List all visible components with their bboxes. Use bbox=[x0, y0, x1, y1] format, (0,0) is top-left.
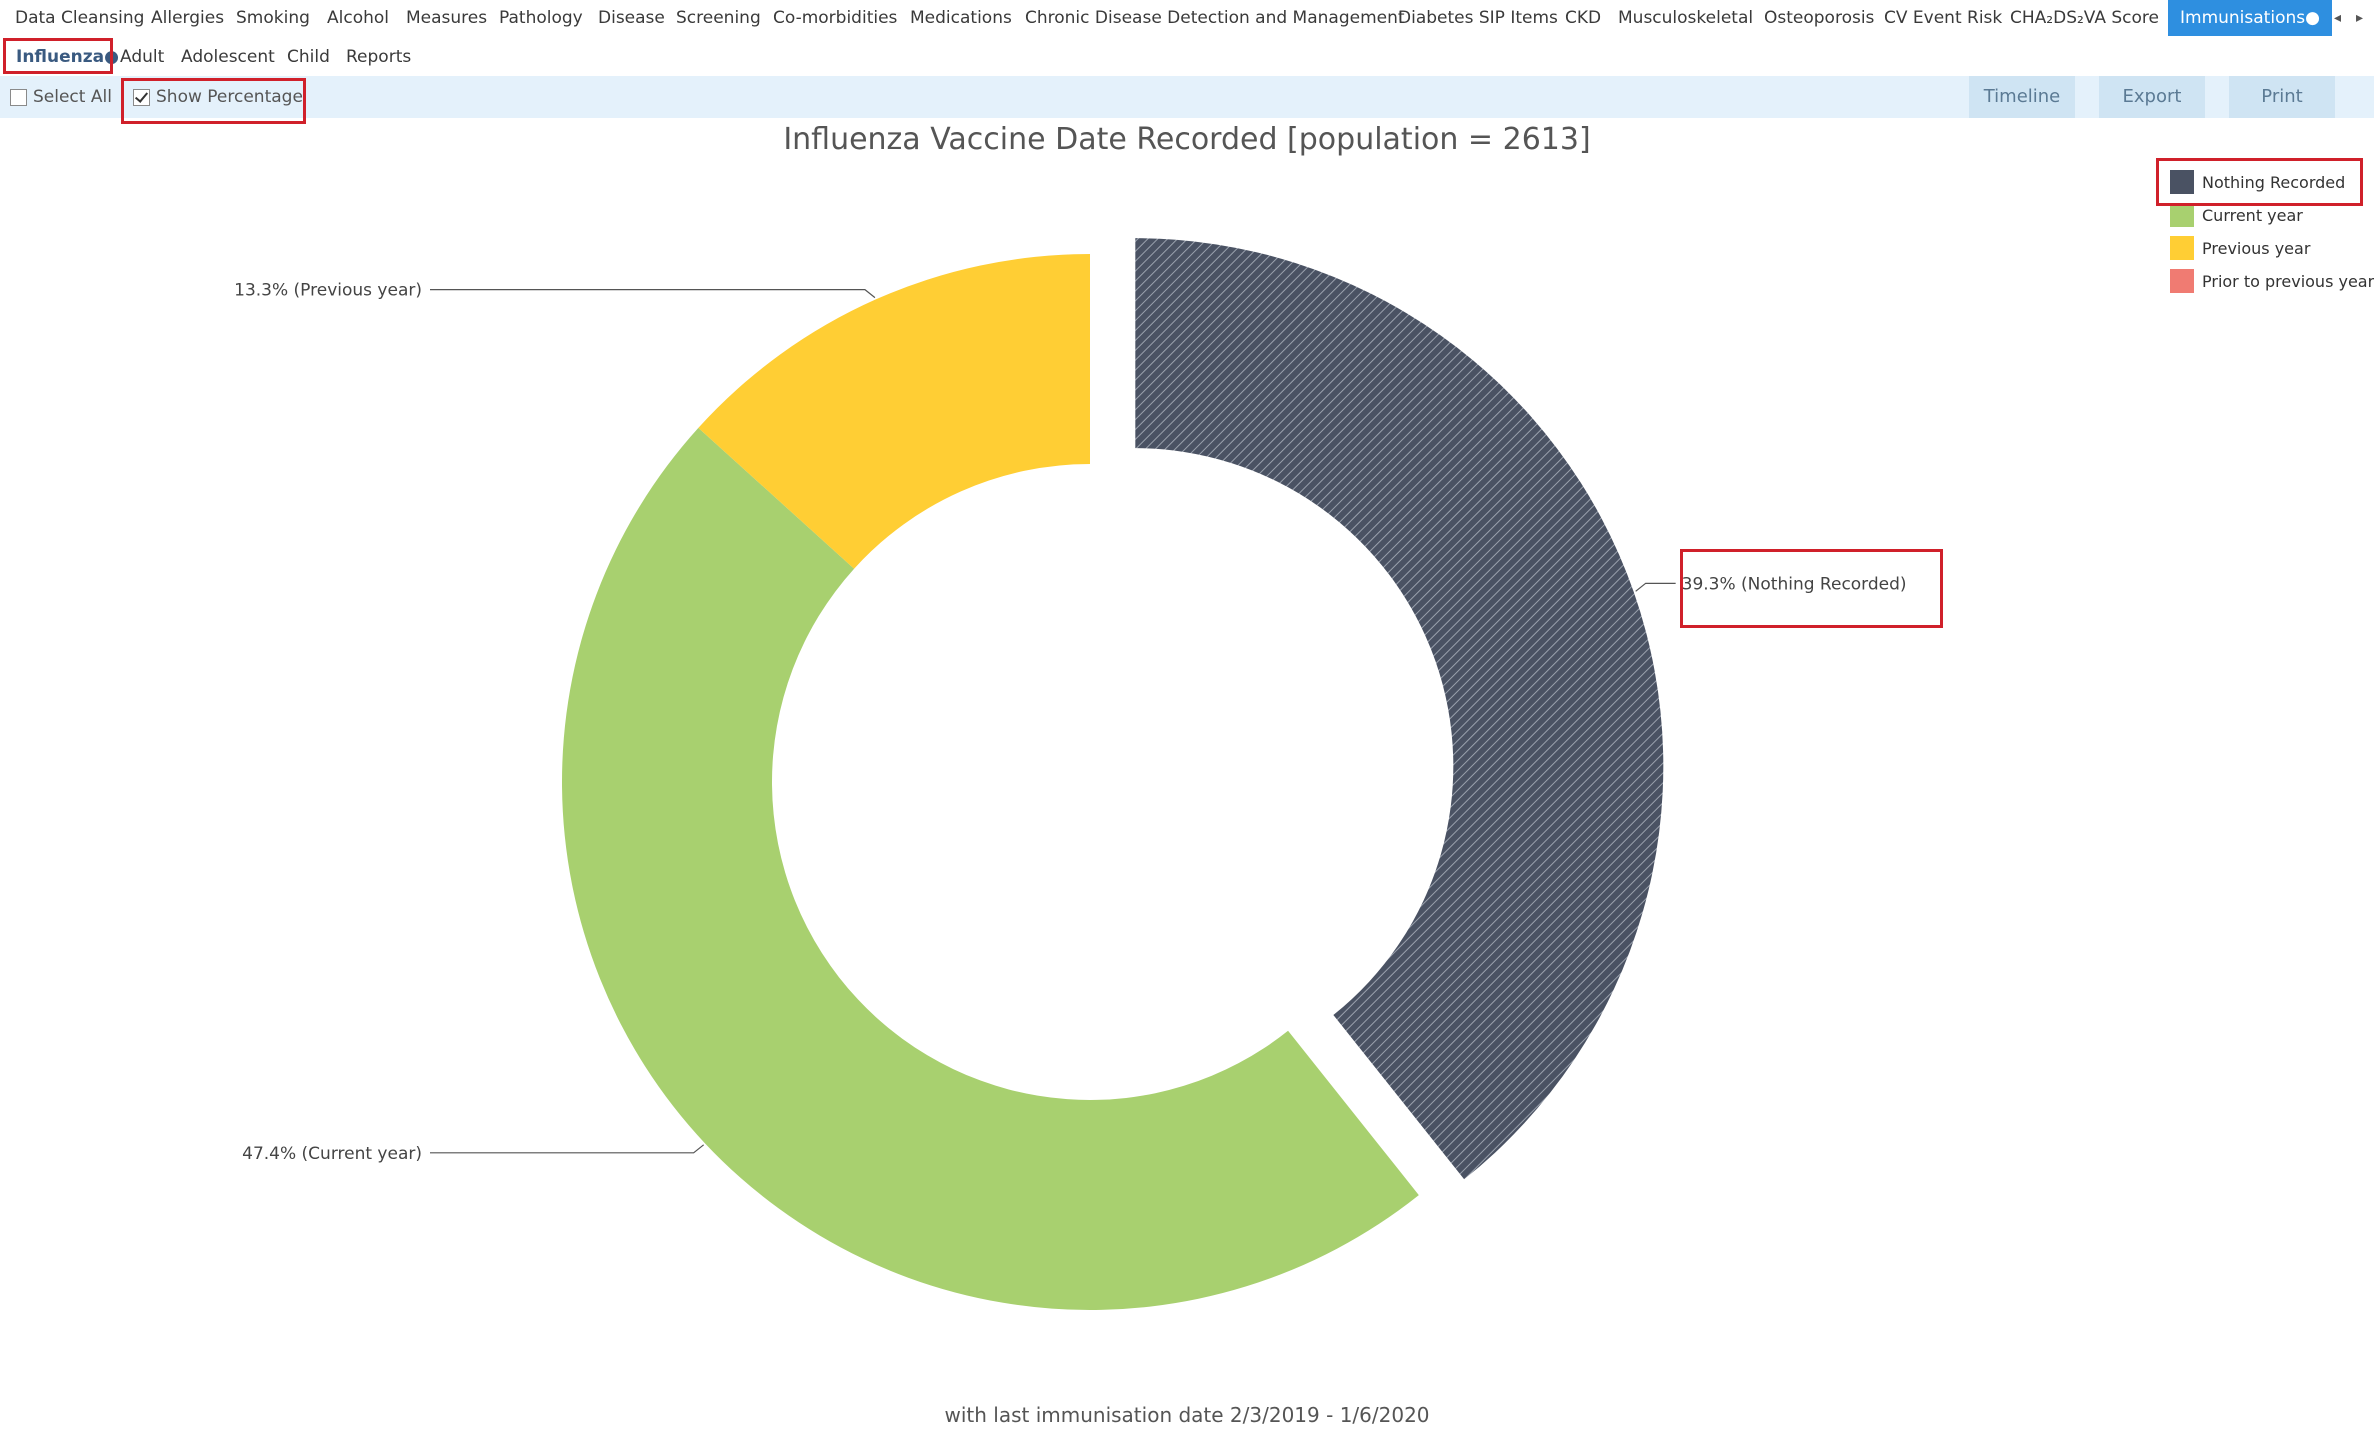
legend-item-previous-year[interactable]: Previous year bbox=[2170, 236, 2310, 260]
subtab-adolescent[interactable]: Adolescent bbox=[181, 47, 275, 67]
tab-cha2ds2va-score[interactable]: CHA₂DS₂VA Score bbox=[2010, 8, 2159, 28]
legend-item-prior-to-previous-year[interactable]: Prior to previous year bbox=[2170, 269, 2374, 293]
tab-osteoporosis[interactable]: Osteoporosis bbox=[1764, 8, 1875, 28]
legend-swatch bbox=[2170, 170, 2194, 194]
tab-medications[interactable]: Medications bbox=[910, 8, 1012, 28]
toolbar: Select All Show Percentage Timeline Expo… bbox=[0, 76, 2374, 118]
legend-swatch bbox=[2170, 269, 2194, 293]
legend-label: Previous year bbox=[2202, 238, 2311, 258]
tab-musculoskeletal[interactable]: Musculoskeletal bbox=[1618, 8, 1754, 28]
data-label: 39.3% (Nothing Recorded) bbox=[1682, 574, 1907, 594]
legend-label: Prior to previous year bbox=[2202, 271, 2374, 291]
legend-label: Nothing Recorded bbox=[2202, 172, 2346, 192]
legend-item-nothing-recorded[interactable]: Nothing Recorded bbox=[2170, 170, 2345, 194]
module-tab-bar: Data Cleansing Allergies Smoking Alcohol… bbox=[0, 0, 2374, 36]
show-percentage-checkbox[interactable]: Show Percentage bbox=[133, 76, 303, 118]
tab-alcohol[interactable]: Alcohol bbox=[327, 8, 389, 28]
subtab-influenza[interactable]: Influenza● bbox=[16, 47, 119, 67]
data-label: 47.4% (Current year) bbox=[242, 1144, 422, 1164]
tab-diabetes-sip[interactable]: Diabetes SIP Items bbox=[1398, 8, 1558, 28]
select-all-checkbox-box[interactable] bbox=[10, 88, 27, 106]
legend-item-current-year[interactable]: Current year bbox=[2170, 203, 2303, 227]
tab-chronic-disease[interactable]: Chronic Disease Detection and Management bbox=[1025, 8, 1405, 28]
legend-swatch bbox=[2170, 236, 2194, 260]
slices-group bbox=[562, 238, 1664, 1310]
data-labels-group: 39.3% (Nothing Recorded) 47.4% (Current y… bbox=[234, 281, 1906, 1164]
tab-cv-event-risk[interactable]: CV Event Risk bbox=[1884, 8, 2003, 28]
tab-screening[interactable]: Screening bbox=[676, 8, 761, 28]
export-button[interactable]: Export bbox=[2099, 76, 2205, 118]
immunisation-sub-tabs: Influenza● Adult Adolescent Child Report… bbox=[0, 38, 2374, 76]
tab-immunisations[interactable]: Immunisations● bbox=[2168, 0, 2332, 36]
subtab-reports[interactable]: Reports bbox=[346, 47, 412, 67]
chevron-left-icon[interactable]: ◂ bbox=[2334, 10, 2342, 26]
subtab-adult[interactable]: Adult bbox=[120, 47, 165, 67]
select-all-label: Select All bbox=[33, 87, 112, 107]
show-percentage-checkbox-box[interactable] bbox=[133, 88, 150, 106]
slice-current-year[interactable] bbox=[562, 427, 1419, 1310]
timeline-button[interactable]: Timeline bbox=[1969, 76, 2075, 118]
tab-allergies[interactable]: Allergies bbox=[151, 8, 225, 28]
tab-smoking[interactable]: Smoking bbox=[236, 8, 310, 28]
chevron-right-icon[interactable]: ▸ bbox=[2356, 10, 2364, 26]
subtab-child[interactable]: Child bbox=[287, 47, 330, 67]
chart-title: Influenza Vaccine Date Recorded [populat… bbox=[783, 122, 1591, 157]
tab-disease[interactable]: Disease bbox=[598, 8, 665, 28]
select-all-checkbox[interactable]: Select All bbox=[10, 76, 112, 118]
print-button[interactable]: Print bbox=[2229, 76, 2335, 118]
tab-ckd[interactable]: CKD bbox=[1565, 8, 1602, 28]
slice-nothing-recorded[interactable] bbox=[1135, 238, 1664, 1180]
label-leader-line bbox=[430, 288, 876, 299]
tab-co-morbidities[interactable]: Co-morbidities bbox=[773, 8, 898, 28]
chart-subtitle: with last immunisation date 2/3/2019 - 1… bbox=[944, 1403, 1430, 1427]
slice-previous-year[interactable] bbox=[698, 254, 1090, 569]
legend-swatch bbox=[2170, 203, 2194, 227]
data-label: 13.3% (Previous year) bbox=[234, 281, 422, 301]
show-percentage-label: Show Percentage bbox=[156, 87, 303, 107]
label-leader-line bbox=[430, 1144, 705, 1154]
legend-label: Current year bbox=[2202, 205, 2303, 225]
tab-data-cleansing[interactable]: Data Cleansing bbox=[15, 8, 145, 28]
tab-measures[interactable]: Measures bbox=[406, 8, 488, 28]
label-leader-line bbox=[1635, 582, 1676, 592]
tab-pathology[interactable]: Pathology bbox=[499, 8, 583, 28]
